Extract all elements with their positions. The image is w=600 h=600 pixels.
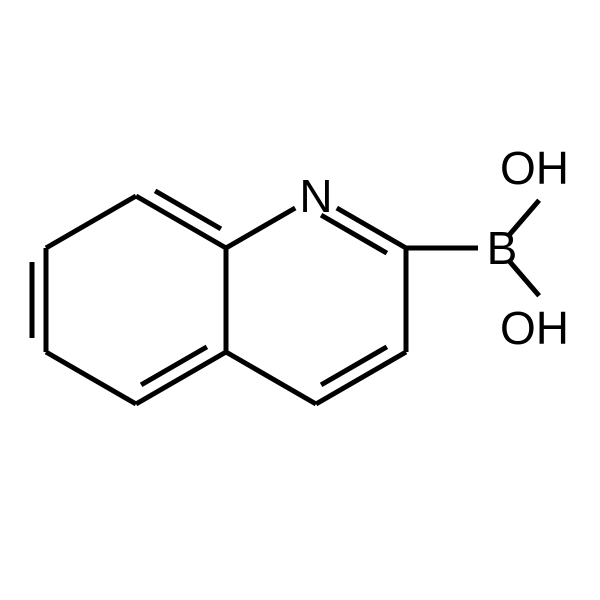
bonds: [32, 191, 539, 404]
molecule-diagram: N B OH OH: [0, 0, 600, 600]
svg-text:OH: OH: [500, 302, 569, 354]
svg-text:OH: OH: [500, 142, 569, 194]
svg-text:N: N: [299, 170, 332, 222]
svg-text:B: B: [487, 222, 518, 274]
